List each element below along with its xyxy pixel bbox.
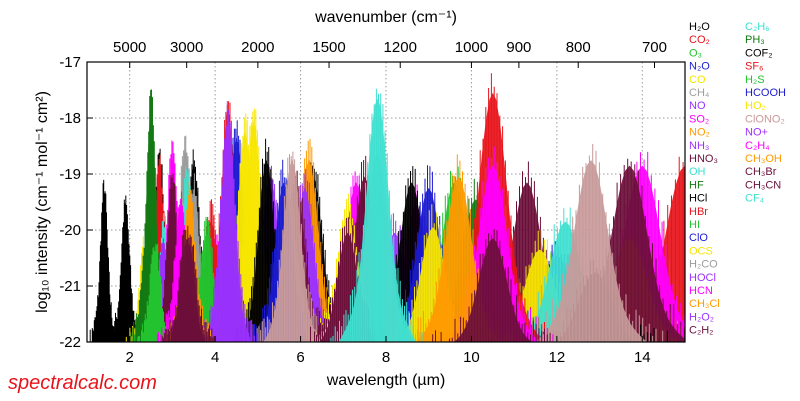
legend-item: NO: [689, 100, 706, 112]
legend-item: PH₃: [745, 34, 765, 46]
x2-tick-label: 2000: [241, 39, 274, 56]
legend-item: C₂H₆: [745, 21, 770, 33]
legend-item: HF: [689, 179, 704, 191]
legend-item: H₂O₂: [689, 311, 714, 323]
band-lines: [330, 88, 423, 342]
y-tick-label: -17: [59, 54, 81, 71]
x-axis-title: wavelength (µm): [326, 372, 446, 389]
x2-axis-title: wavenumber (cm⁻¹): [314, 9, 457, 26]
legend-item: C₂H₂: [689, 325, 713, 337]
band-lines: [89, 179, 118, 342]
legend-item: HO₂: [745, 100, 766, 112]
legend-item: CH₃OH: [745, 153, 782, 165]
legend-item: CO: [689, 74, 706, 86]
x-tick-label: 4: [211, 349, 219, 366]
legend-item: NO+: [745, 127, 768, 139]
x2-tick-label: 800: [566, 39, 591, 56]
band-fill: [551, 165, 685, 342]
legend-item: HOCl: [689, 272, 716, 284]
y-tick-label: -20: [59, 222, 81, 239]
y-tick-label: -21: [59, 278, 81, 295]
x2-tick-label: 3000: [170, 39, 203, 56]
band-fill: [179, 232, 234, 342]
legend-item: SF₆: [745, 61, 764, 73]
legend-item: OH: [689, 166, 706, 178]
x2-tick-label: 900: [506, 39, 531, 56]
band-fill: [431, 238, 555, 342]
legend-item: ClO: [689, 232, 708, 244]
band-fill: [378, 227, 488, 342]
x-tick-label: 14: [634, 349, 651, 366]
x2-tick-label: 1000: [455, 39, 488, 56]
legend-item: COF₂: [745, 47, 773, 59]
legend-item: NH₃: [689, 140, 709, 152]
band-fill: [220, 120, 287, 342]
legend-item: CO₂: [689, 34, 710, 46]
y-tick-label: -18: [59, 110, 81, 127]
legend-item: CH₄: [689, 87, 710, 99]
band-lines: [167, 225, 215, 342]
x2-tick-label: 1200: [384, 39, 417, 56]
legend-item: C₂H₄: [745, 140, 770, 152]
legend-item: HCl: [689, 193, 707, 205]
x2-tick-label: 700: [642, 39, 667, 56]
legend-item: SO₂: [689, 113, 709, 125]
y-tick-label: -19: [59, 166, 81, 183]
band-fill: [329, 98, 426, 342]
legend-item: ClONO₂: [745, 113, 785, 125]
x-tick-label: 10: [463, 349, 480, 366]
legend-item: HCOOH: [745, 87, 786, 99]
band-fill: [149, 188, 196, 342]
legend-item: CH₃Cl: [689, 298, 720, 310]
watermark: spectralcalc.com: [8, 372, 157, 394]
legend-item: NO₂: [689, 127, 710, 139]
band-fill: [401, 176, 516, 342]
legend-item: HBr: [689, 206, 708, 218]
x-tick-label: 2: [126, 349, 134, 366]
y-tick-label: -22: [59, 334, 81, 351]
band-fill: [359, 182, 464, 342]
band-fill: [517, 160, 665, 342]
band-fill: [232, 160, 301, 342]
legend-item: N₂O: [689, 61, 710, 73]
legend-item: CH₃Br: [745, 166, 777, 178]
y-axis-title: log₁₀ intensity (cm⁻¹ mol⁻¹ cm²): [34, 91, 51, 313]
band-fill: [303, 232, 392, 342]
legend-item: HNO₃: [689, 153, 718, 165]
spectral-bands: [89, 73, 685, 342]
band-fill: [461, 182, 593, 342]
legend-item: CF₄: [745, 193, 765, 205]
band-fill: [254, 160, 330, 342]
series-37: [329, 88, 426, 342]
legend-item: CH₃CN: [745, 179, 781, 191]
band-lines: [432, 229, 551, 342]
x2-tick-label: 1500: [312, 39, 345, 56]
band-fill: [164, 244, 215, 342]
legend-item: OCS: [689, 245, 713, 257]
legend-item: HCN: [689, 285, 713, 297]
band-fill: [198, 120, 258, 342]
legend-item: H₂O: [689, 21, 710, 33]
legend-item: H₂CO: [689, 259, 718, 271]
x-tick-label: 6: [296, 349, 304, 366]
band-fill: [472, 249, 607, 342]
x-tick-label: 12: [549, 349, 566, 366]
x2-tick-label: 5000: [113, 39, 146, 56]
axis-ticks: 2 4 6 8 10 12 14 -22 -21 -20 -19 -18 -17 5000 3000 2000…: [59, 39, 667, 366]
legend-item: H₂S: [745, 74, 765, 86]
legend-item: O₃: [689, 47, 702, 59]
x-tick-label: 8: [382, 349, 390, 366]
legend-item: HI: [689, 219, 700, 231]
